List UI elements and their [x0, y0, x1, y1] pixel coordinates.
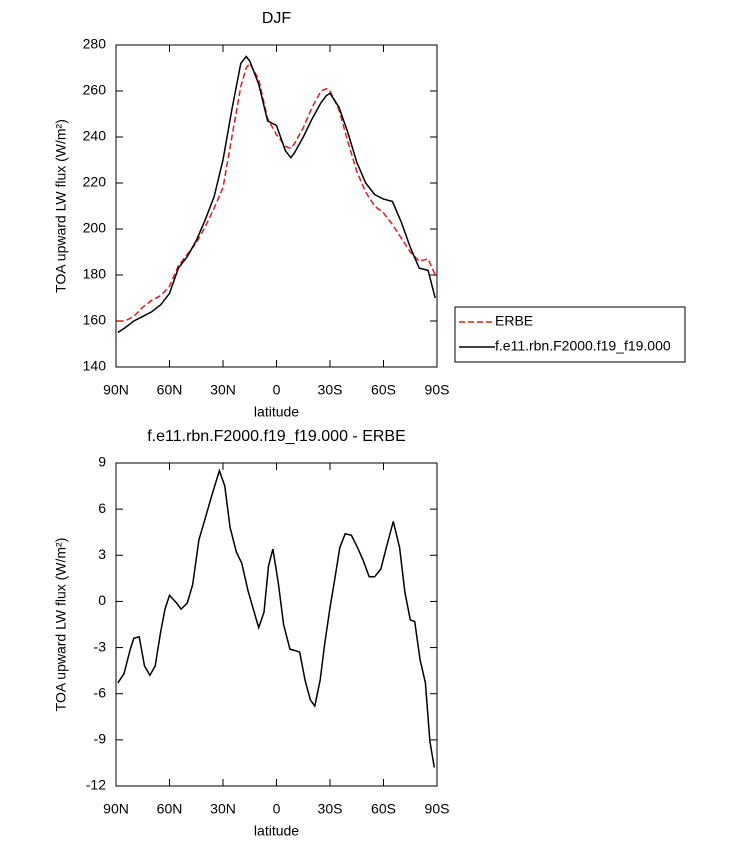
- y-tick-label: -3: [94, 638, 107, 654]
- y-tick-label: 260: [83, 82, 107, 98]
- y-axis-label: TOA upward LW flux (W/m²): [53, 538, 69, 712]
- x-tick-label: 90S: [425, 382, 450, 398]
- x-tick-label: 0: [273, 382, 281, 398]
- x-tick-label: 60S: [371, 801, 396, 817]
- data-line: [117, 62, 436, 322]
- y-tick-label: -6: [94, 684, 107, 700]
- y-tick-label: 0: [98, 592, 106, 608]
- x-tick-label: 30N: [210, 382, 236, 398]
- y-tick-label: 160: [83, 312, 107, 328]
- data-line: [117, 55, 436, 334]
- legend-label: f.e11.rbn.F2000.f19_f19.000: [495, 338, 671, 354]
- y-tick-label: 6: [98, 500, 106, 516]
- y-tick-label: 220: [83, 174, 107, 190]
- x-tick-label: 0: [273, 801, 281, 817]
- y-tick-label: 180: [83, 266, 107, 282]
- x-tick-label: 30S: [318, 801, 343, 817]
- y-tick-label: 240: [83, 128, 107, 144]
- x-tick-label: 30N: [210, 801, 236, 817]
- x-tick-label: 60N: [157, 801, 183, 817]
- chart-title: f.e11.rbn.F2000.f19_f19.000 - ERBE: [147, 428, 406, 445]
- x-axis-label: latitude: [254, 404, 299, 420]
- y-tick-label: 280: [83, 36, 107, 52]
- y-tick-label: 9: [98, 454, 106, 470]
- x-tick-label: 60S: [371, 382, 396, 398]
- legend-box: [454, 306, 686, 363]
- x-tick-label: 90S: [425, 801, 450, 817]
- legend-label: ERBE: [495, 313, 533, 329]
- x-tick-label: 90N: [103, 382, 129, 398]
- y-tick-label: -12: [86, 777, 106, 793]
- chart-title: DJF: [262, 10, 292, 27]
- y-tick-label: 3: [98, 546, 106, 562]
- y-axis-label: TOA upward LW flux (W/m²): [53, 119, 69, 293]
- legend: ERBE f.e11.rbn.F2000.f19_f19.000: [454, 306, 686, 363]
- y-tick-label: -9: [94, 731, 107, 747]
- plot-frame: [115, 462, 438, 787]
- plot-frame: [115, 44, 438, 368]
- x-tick-label: 90N: [103, 801, 129, 817]
- data-line: [117, 468, 436, 768]
- y-tick-label: 200: [83, 220, 107, 236]
- x-axis-label: latitude: [254, 823, 299, 839]
- y-tick-label: 140: [83, 358, 107, 374]
- x-tick-label: 60N: [157, 382, 183, 398]
- x-tick-label: 30S: [318, 382, 343, 398]
